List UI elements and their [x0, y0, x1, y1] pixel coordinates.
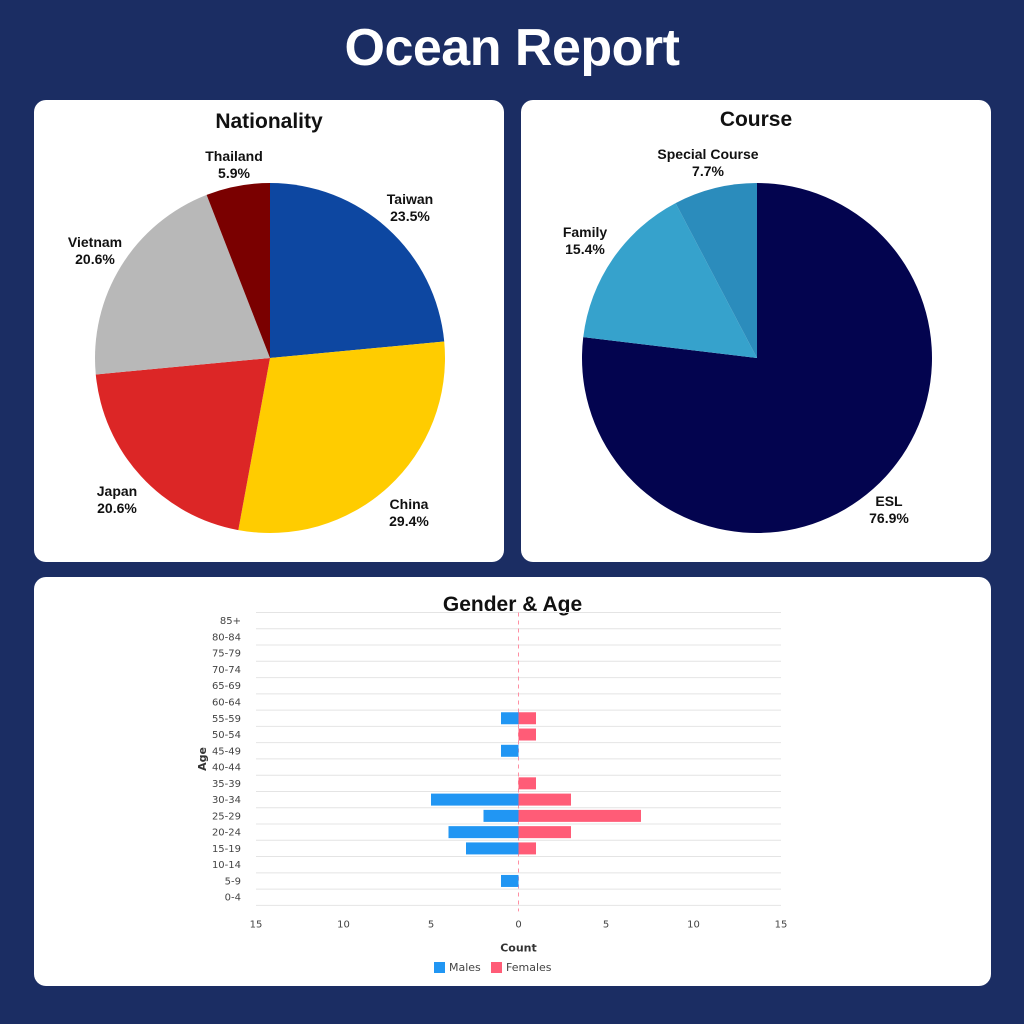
x-axis-label: Count — [500, 941, 537, 954]
y-tick-label: 70-74 — [212, 665, 241, 676]
y-axis-label: Age — [196, 747, 209, 771]
bar-males-45-49[interactable] — [501, 744, 519, 757]
y-tick-label: 50-54 — [212, 730, 241, 741]
pie-slice-family[interactable] — [583, 203, 757, 358]
y-tick-label: 35-39 — [212, 779, 241, 790]
pie-label-family: Family — [563, 224, 608, 240]
gender-age-card: Gender & Age 85+ 80-84 75-79 70-74 65-69 60-6… — [34, 577, 991, 986]
bar-females-35-39[interactable] — [518, 777, 537, 790]
pie-value-vietnam: 20.6% — [75, 251, 115, 267]
y-tick-label: 80-84 — [212, 632, 241, 643]
pie-value-china: 29.4% — [389, 513, 429, 529]
pie-slice-special-course[interactable] — [675, 183, 757, 358]
nationality-chart-title: Nationality — [215, 110, 323, 133]
bar-females-15-19[interactable] — [518, 842, 537, 855]
pie-slice-taiwan[interactable] — [270, 183, 445, 358]
pie-value-family: 15.4% — [565, 241, 605, 257]
course-chart-title: Course — [719, 108, 793, 131]
legend-swatch-males[interactable] — [434, 962, 445, 973]
y-tick-label: 65-69 — [212, 681, 241, 692]
pie-slice-japan[interactable] — [95, 358, 270, 531]
gender-age-pyramid-chart: 85+ 80-84 75-79 70-74 65-69 60-64 55-59 50-54 45… — [196, 612, 788, 974]
pie-label-esl: ESL — [875, 493, 903, 509]
y-tick-label: 5-9 — [225, 876, 241, 887]
y-tick-label: 55-59 — [212, 714, 241, 725]
y-tick-label: 15-19 — [212, 844, 241, 855]
bar-females-30-34[interactable] — [518, 793, 572, 806]
x-tick-label: 15 — [775, 919, 788, 930]
pie-value-japan: 20.6% — [97, 500, 137, 516]
x-tick-label: 0 — [515, 919, 521, 930]
gender-age-chart-title: Gender & Age — [442, 593, 583, 616]
y-tick-label: 60-64 — [212, 697, 241, 708]
pie-slice-thailand[interactable] — [206, 183, 270, 358]
pie-label-china: China — [390, 496, 429, 512]
pie-value-special-course: 7.7% — [692, 163, 724, 179]
y-tick-label: 40-44 — [212, 763, 241, 774]
y-tick-label: 0-4 — [225, 893, 241, 904]
y-tick-label: 20-24 — [212, 828, 241, 839]
y-tick-label: 10-14 — [212, 860, 241, 871]
pie-label-taiwan: Taiwan — [387, 191, 433, 207]
pie-label-special-course: Special Course — [657, 146, 758, 162]
y-tick-label: 30-34 — [212, 795, 241, 806]
legend-label-females[interactable]: Females — [506, 961, 552, 974]
bar-females-25-29[interactable] — [518, 809, 642, 822]
legend-label-males[interactable]: Males — [449, 961, 481, 974]
bar-females-20-24[interactable] — [518, 826, 572, 839]
nationality-pie-chart: Taiwan23.5%China29.4%Japan20.6%Vietnam20… — [68, 148, 446, 533]
x-tick-label: 5 — [428, 919, 434, 930]
pie-value-esl: 76.9% — [869, 510, 909, 526]
bar-males-20-24[interactable] — [448, 826, 519, 839]
pie-label-thailand: Thailand — [205, 148, 263, 164]
course-card: Course ESL 76.9% Family 15.4% Special Course… — [521, 100, 991, 562]
pie-value-thailand: 5.9% — [218, 165, 250, 181]
bar-males-30-34[interactable] — [431, 793, 519, 806]
pie-slice-vietnam[interactable] — [95, 194, 270, 375]
y-tick-label: 45-49 — [212, 746, 241, 757]
bar-males-25-29[interactable] — [483, 809, 519, 822]
pie-label-japan: Japan — [97, 483, 137, 499]
nationality-card: Nationality Taiwan 23.5% China 29.4% Japan 20… — [34, 100, 504, 562]
report-title: Ocean Report — [344, 19, 680, 77]
pie-slice-china[interactable] — [238, 341, 446, 533]
y-tick-label: 75-79 — [212, 649, 241, 660]
bar-males-15-19[interactable] — [466, 842, 519, 855]
x-tick-label: 15 — [250, 919, 263, 930]
pie-label-vietnam: Vietnam — [68, 234, 122, 250]
legend-swatch-females[interactable] — [491, 962, 502, 973]
x-tick-label: 10 — [687, 919, 700, 930]
pie-value-taiwan: 23.5% — [390, 208, 430, 224]
bar-males-55-59[interactable] — [501, 712, 519, 725]
bar-females-50-54[interactable] — [518, 728, 537, 741]
bar-females-55-59[interactable] — [518, 712, 537, 725]
bar-males-5-9[interactable] — [501, 874, 519, 887]
x-tick-label: 10 — [337, 919, 350, 930]
y-tick-label: 25-29 — [212, 811, 241, 822]
y-tick-label: 85+ — [220, 616, 241, 627]
x-tick-label: 5 — [603, 919, 609, 930]
